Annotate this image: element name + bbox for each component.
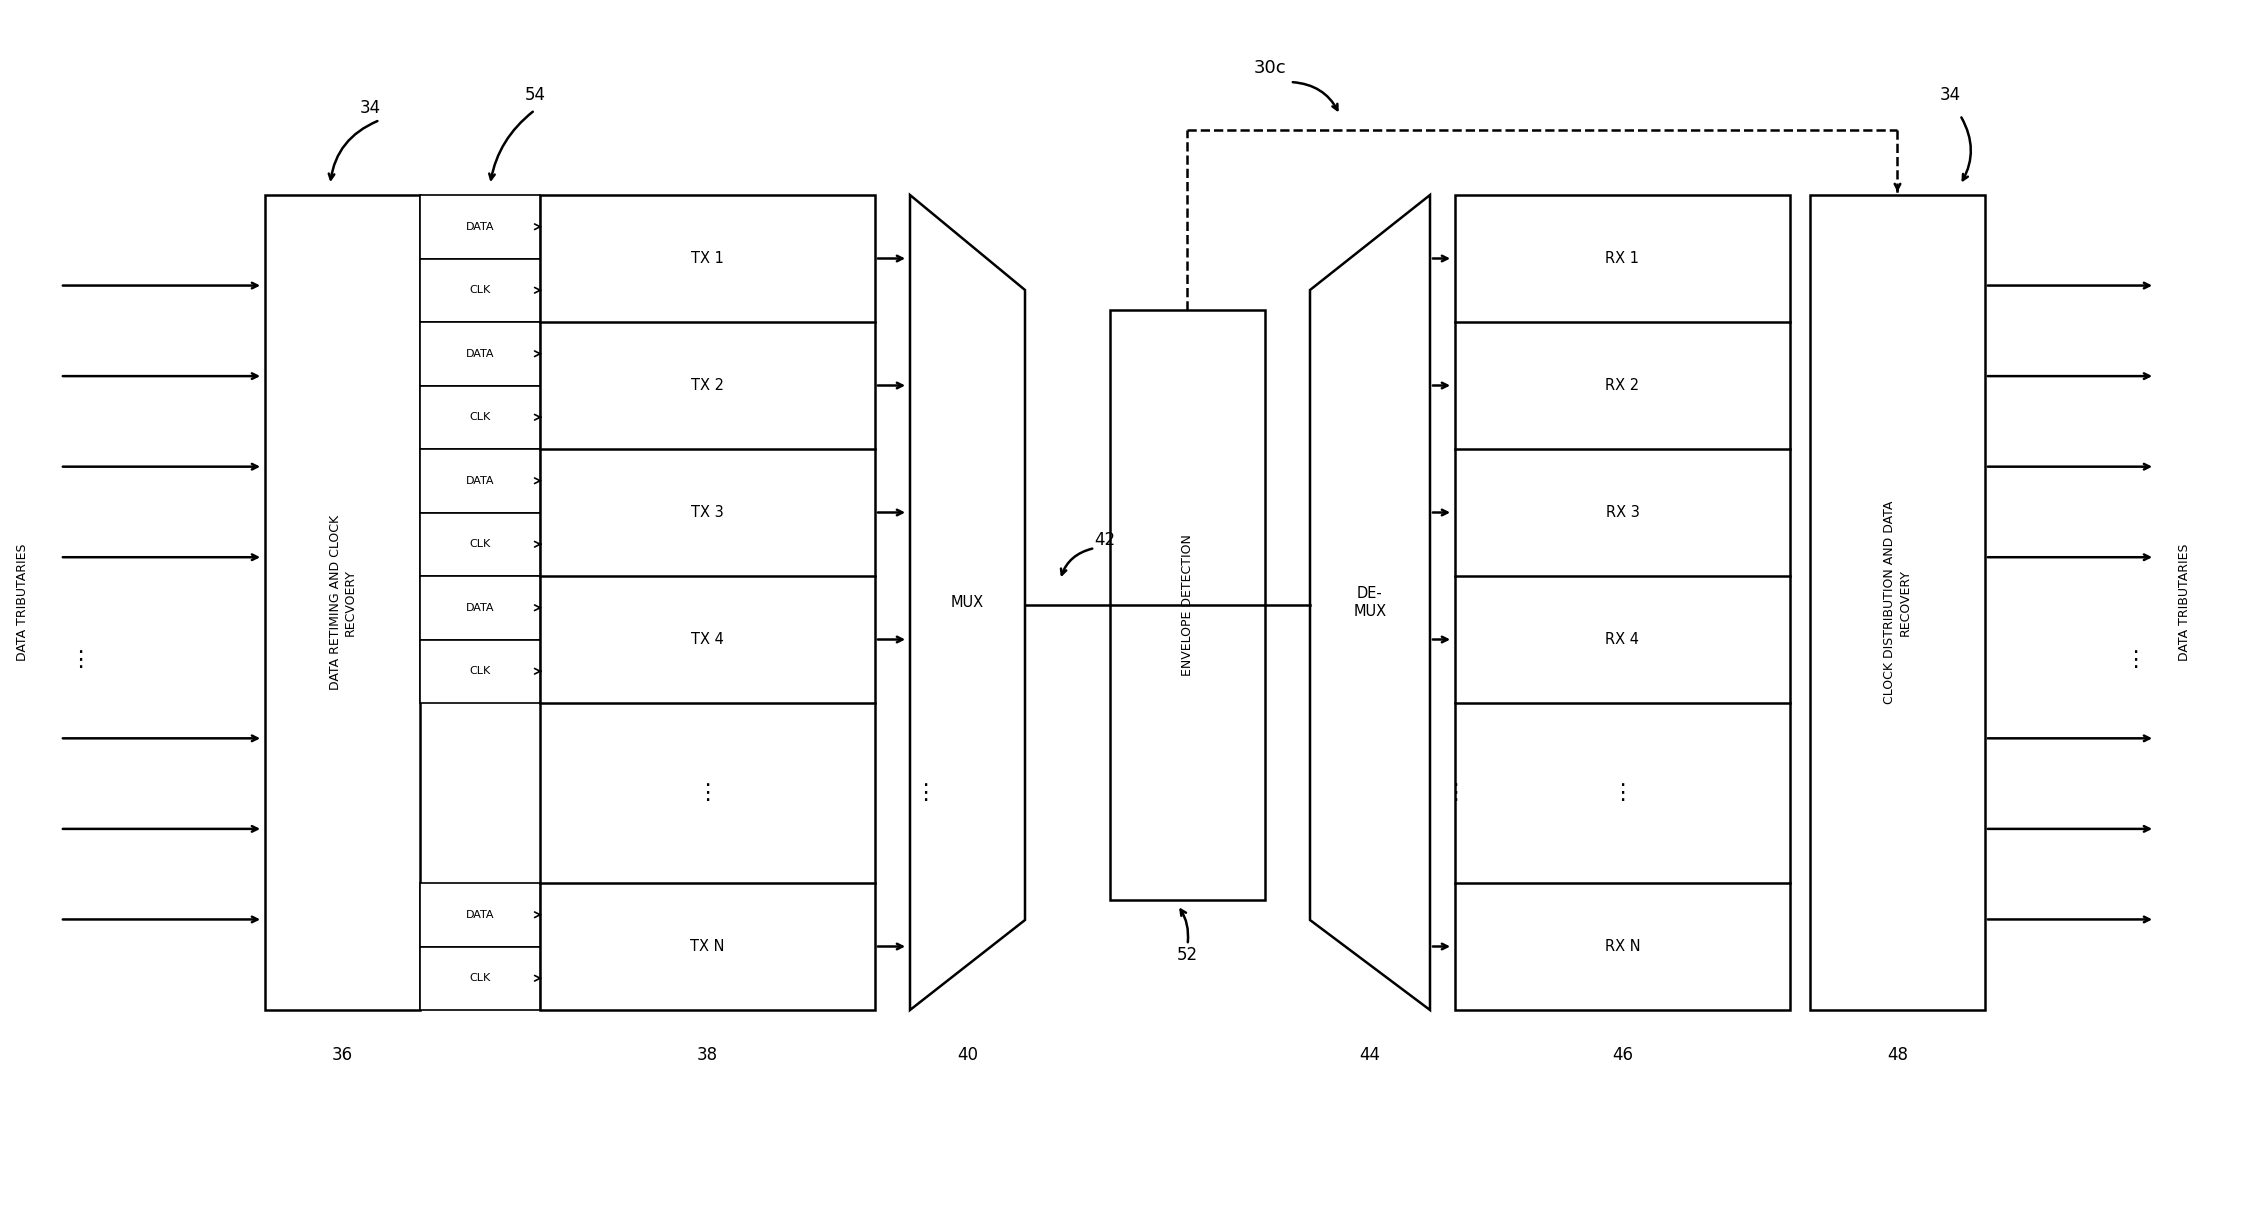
Text: CLK: CLK [470, 285, 490, 295]
Text: 46: 46 [1611, 1046, 1634, 1064]
Text: RX N: RX N [1604, 939, 1640, 953]
Text: 48: 48 [1887, 1046, 1908, 1064]
Bar [420, 513, 539, 576]
Bar [420, 639, 539, 704]
Text: ⋮: ⋮ [70, 649, 92, 670]
Text: 36: 36 [333, 1046, 353, 1064]
Bar [420, 258, 539, 321]
Bar [420, 195, 539, 258]
Text: 34: 34 [1939, 86, 1962, 104]
Text: 54: 54 [524, 86, 546, 104]
Bar [420, 321, 539, 386]
Text: TX 2: TX 2 [692, 378, 724, 393]
Text: DATA: DATA [465, 910, 494, 919]
Text: CLK: CLK [470, 666, 490, 677]
Text: 44: 44 [1359, 1046, 1380, 1064]
Text: RX 4: RX 4 [1607, 632, 1640, 647]
Text: CLK: CLK [470, 973, 490, 984]
Polygon shape [1310, 195, 1429, 1010]
Text: RX 1: RX 1 [1607, 251, 1640, 266]
Text: DATA RETIMING AND CLOCK
RECVOERY: DATA RETIMING AND CLOCK RECVOERY [328, 516, 357, 690]
Bar [1811, 195, 1984, 1010]
Text: 34: 34 [360, 99, 380, 116]
Text: RX 3: RX 3 [1607, 505, 1640, 520]
Text: ⋮: ⋮ [2123, 649, 2146, 670]
Bar [1110, 311, 1265, 900]
Bar [420, 386, 539, 449]
Bar [1456, 195, 1791, 1010]
Text: TX N: TX N [690, 939, 726, 953]
Text: 30c: 30c [1254, 59, 1285, 76]
Bar [420, 946, 539, 1010]
Text: 40: 40 [957, 1046, 977, 1064]
Text: DE-
MUX: DE- MUX [1353, 586, 1386, 619]
Text: RX 2: RX 2 [1604, 378, 1640, 393]
Text: 52: 52 [1177, 946, 1198, 964]
Text: TX 3: TX 3 [692, 505, 724, 520]
Text: TX 1: TX 1 [692, 251, 724, 266]
Text: ⋮: ⋮ [697, 784, 719, 803]
Text: DATA: DATA [465, 603, 494, 613]
Text: 38: 38 [697, 1046, 719, 1064]
Bar [420, 449, 539, 513]
Text: 42: 42 [1094, 531, 1115, 549]
Text: ⋮: ⋮ [915, 784, 937, 803]
Text: DATA TRIBUTARIES: DATA TRIBUTARIES [16, 543, 29, 661]
Polygon shape [910, 195, 1025, 1010]
Text: DATA: DATA [465, 222, 494, 232]
Bar [539, 195, 874, 1010]
Text: TX 4: TX 4 [692, 632, 724, 647]
Bar [420, 883, 539, 946]
Text: CLK: CLK [470, 540, 490, 549]
Text: CLOCK DISTRIBUTION AND DATA
RECOVERY: CLOCK DISTRIBUTION AND DATA RECOVERY [1883, 501, 1912, 705]
Bar [265, 195, 420, 1010]
Text: ⋮: ⋮ [1611, 784, 1634, 803]
Text: CLK: CLK [470, 412, 490, 422]
Text: DATA: DATA [465, 349, 494, 359]
Bar [420, 576, 539, 639]
Text: DATA: DATA [465, 475, 494, 485]
Text: ⋮: ⋮ [1445, 784, 1465, 803]
Text: ENVELOPE DETECTION: ENVELOPE DETECTION [1182, 534, 1193, 676]
Text: DATA TRIBUTARIES: DATA TRIBUTARIES [2180, 543, 2191, 661]
Text: MUX: MUX [950, 596, 984, 610]
